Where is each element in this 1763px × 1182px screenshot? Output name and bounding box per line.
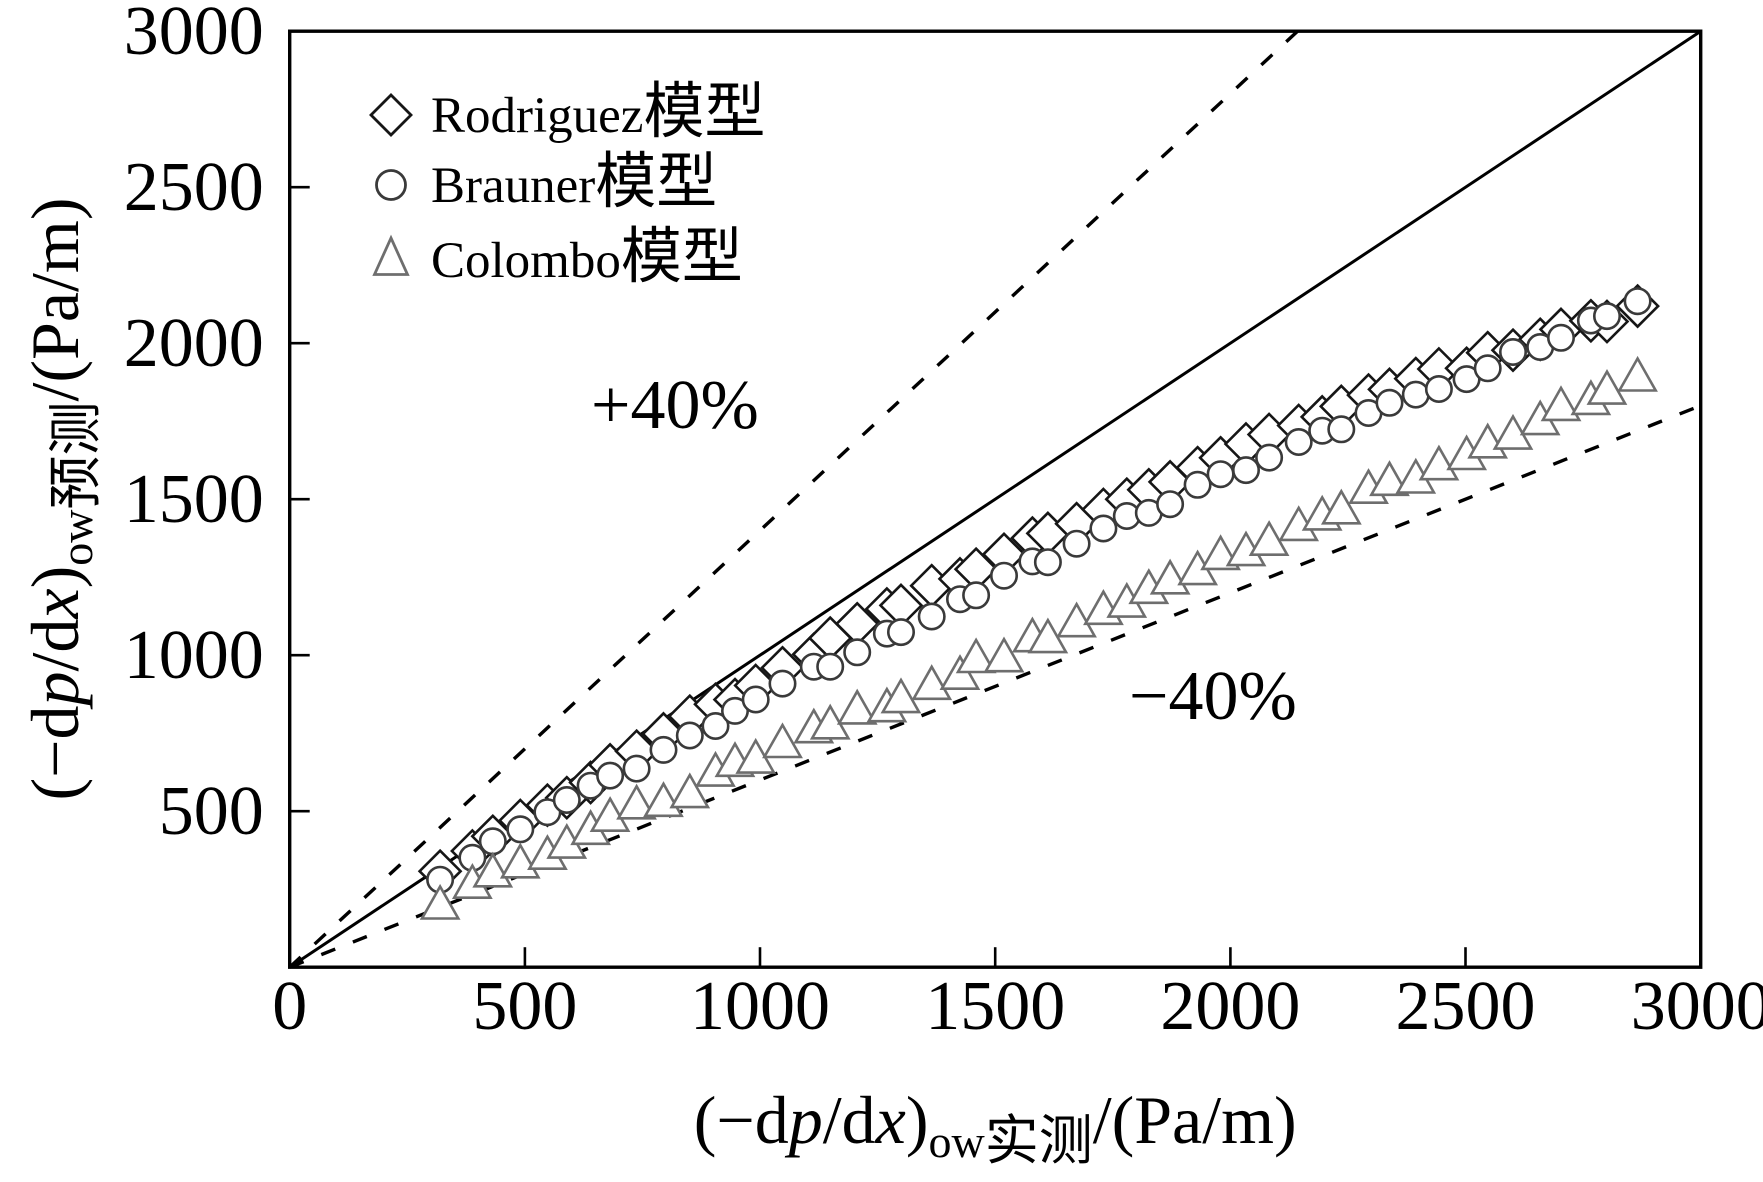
svg-text:2500: 2500 [1396,968,1536,1045]
svg-text:2500: 2500 [124,149,264,226]
svg-text:3000: 3000 [124,0,264,70]
svg-text:−40%: −40% [1129,658,1297,735]
svg-text:(−dp/dx)ow实测/(Pa/m): (−dp/dx)ow实测/(Pa/m) [694,1082,1297,1171]
svg-text:1500: 1500 [925,968,1065,1045]
svg-text:Colombo模型: Colombo模型 [431,224,743,291]
svg-text:2000: 2000 [124,305,264,382]
svg-text:+40%: +40% [591,367,759,444]
svg-text:0: 0 [272,968,307,1045]
svg-text:1500: 1500 [124,461,264,538]
svg-text:Brauner模型: Brauner模型 [431,149,717,216]
svg-text:1000: 1000 [690,968,830,1045]
svg-text:(−dp/dx)ow预测/(Pa/m): (−dp/dx)ow预测/(Pa/m) [17,198,106,801]
svg-text:500: 500 [159,773,264,850]
svg-text:Rodriguez模型: Rodriguez模型 [431,79,765,146]
svg-text:1000: 1000 [124,617,264,694]
svg-text:500: 500 [472,968,577,1045]
svg-text:2000: 2000 [1160,968,1300,1045]
svg-text:3000: 3000 [1631,968,1763,1045]
